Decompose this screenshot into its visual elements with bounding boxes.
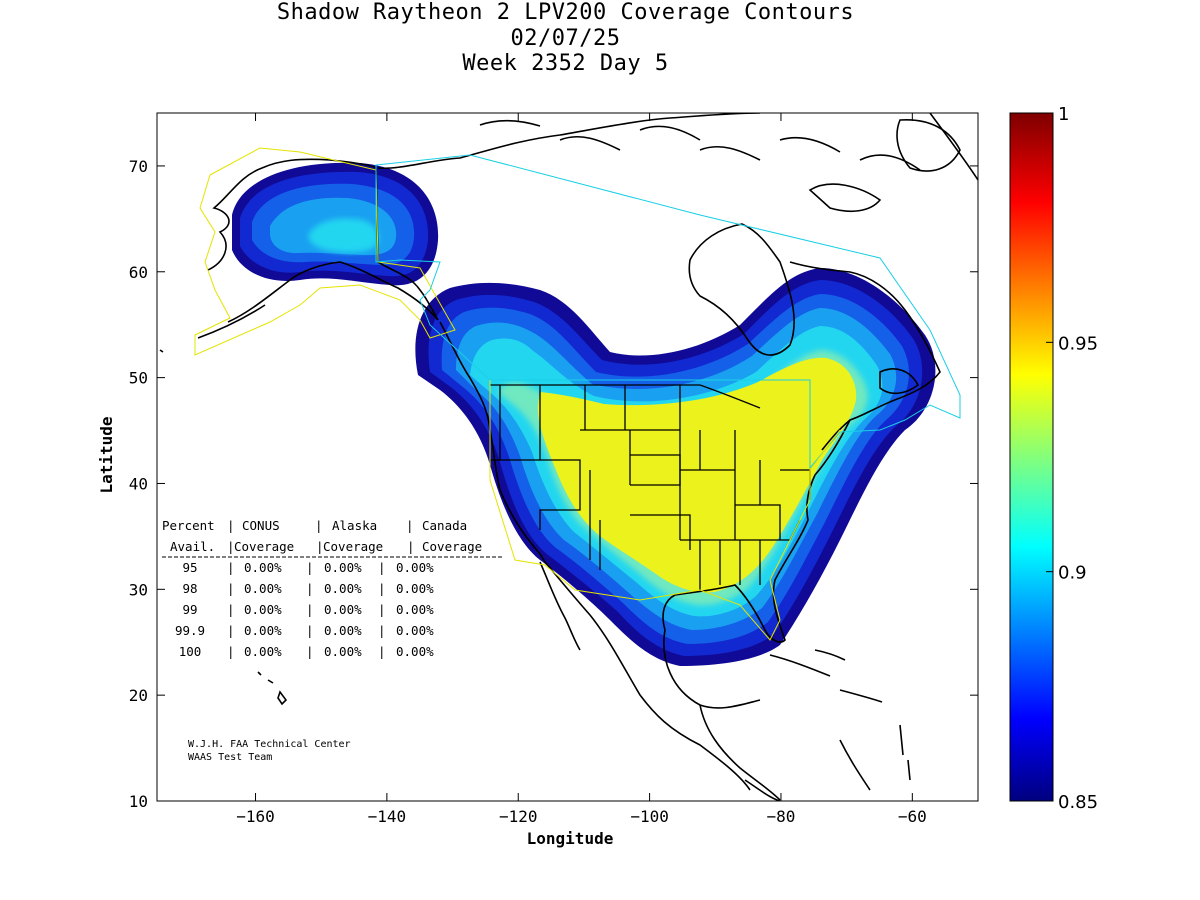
y-tick-label: 50: [129, 369, 148, 388]
coverage-layers: [232, 162, 936, 666]
table-sep: |: [227, 518, 235, 533]
table-row: 99 | 0.00% | 0.00% | 0.00%: [182, 602, 434, 617]
table-sep: |: [316, 539, 324, 554]
table-sep: |: [378, 560, 386, 575]
table-cell-canada: 0.00%: [396, 581, 434, 596]
state-borders: [490, 384, 811, 590]
y-tick-label: 70: [129, 157, 148, 176]
x-tick-label: −80: [767, 807, 796, 826]
chart-title-week: Week 2352 Day 5: [462, 51, 669, 76]
table-sep: |: [407, 539, 415, 554]
table-header-canada: Canada: [422, 518, 467, 533]
region-boundaries: [194, 147, 961, 641]
table-cell-conus: 0.00%: [244, 560, 282, 575]
table-sep: |: [227, 539, 235, 554]
table-cell-alaska: 0.00%: [324, 602, 362, 617]
x-tick-label: −100: [630, 807, 669, 826]
colorbar-tick-label: 0.9: [1058, 563, 1087, 584]
table-cell-alaska: 0.00%: [324, 560, 362, 575]
table-sep: |: [227, 644, 235, 659]
y-tick-label: 30: [129, 580, 148, 599]
table-sep: |: [378, 623, 386, 638]
table-sep: |: [378, 602, 386, 617]
y-axis-label: Latitude: [97, 416, 116, 493]
table-subheader-alaska: Coverage: [323, 539, 383, 554]
table-row: 99.9 | 0.00% | 0.00% | 0.00%: [175, 623, 434, 638]
table-sep: |: [306, 602, 314, 617]
coastlines: [159, 113, 978, 801]
table-cell-alaska: 0.00%: [324, 581, 362, 596]
table-rows: 95 | 0.00% | 0.00% | 0.00% 98 | 0.00% | 0.00% | 0.00%…: [175, 560, 434, 659]
table-row: 98 | 0.00% | 0.00% | 0.00%: [182, 581, 434, 596]
table-cell-canada: 0.00%: [396, 623, 434, 638]
y-tick-label: 60: [129, 263, 148, 282]
y-tick-label: 10: [129, 792, 148, 811]
chart-title-line1: Shadow Raytheon 2 LPV200 Coverage Contou…: [276, 0, 855, 25]
credit-line2: WAAS Test Team: [188, 752, 272, 763]
x-tick-label: −120: [499, 807, 538, 826]
colorbar: [1009, 112, 1054, 802]
table-row: 95 | 0.00% | 0.00% | 0.00%: [182, 560, 434, 575]
table-sep: |: [406, 518, 414, 533]
table-header-percent: Percent: [162, 518, 215, 533]
x-axis-label: Longitude: [527, 829, 614, 848]
table-row: 100 | 0.00% | 0.00% | 0.00%: [179, 644, 434, 659]
alaska-coverage: [232, 162, 439, 286]
credit-line1: W.J.H. FAA Technical Center: [188, 739, 351, 750]
table-sep: |: [306, 623, 314, 638]
x-tick-label: −60: [898, 807, 927, 826]
table-cell-conus: 0.00%: [244, 644, 282, 659]
y-tick-label: 40: [129, 474, 148, 493]
x-tick-label: −160: [236, 807, 275, 826]
table-cell-alaska: 0.00%: [324, 644, 362, 659]
table-cell-percent: 98: [182, 581, 197, 596]
colorbar-tick-label: 0.85: [1058, 792, 1098, 813]
table-subheader-avail: Avail.: [170, 539, 215, 554]
x-axis-ticks: −160 −140 −120 −100 −80 −60: [236, 113, 927, 826]
table-cell-percent: 99: [182, 602, 197, 617]
x-tick-label: −140: [368, 807, 407, 826]
table-subheader-canada: Coverage: [422, 539, 482, 554]
y-axis-ticks: 10 20 30 40 50 60 70: [129, 157, 978, 811]
chart-title-date: 02/07/25: [510, 26, 621, 51]
table-sep: |: [306, 644, 314, 659]
colorbar-tick-label: 1: [1058, 104, 1069, 125]
table-cell-alaska: 0.00%: [324, 623, 362, 638]
table-sep: |: [227, 602, 235, 617]
table-cell-percent: 99.9: [175, 623, 205, 638]
table-cell-canada: 0.00%: [396, 560, 434, 575]
table-sep: |: [306, 560, 314, 575]
table-cell-percent: 100: [179, 644, 202, 659]
colorbar-ticks: 0.85 0.9 0.95 1: [1046, 104, 1098, 813]
table-cell-conus: 0.00%: [244, 581, 282, 596]
y-tick-label: 20: [129, 686, 148, 705]
table-sep: |: [306, 581, 314, 596]
table-cell-conus: 0.00%: [244, 602, 282, 617]
table-cell-percent: 95: [182, 560, 197, 575]
table-cell-canada: 0.00%: [396, 644, 434, 659]
table-sep: |: [378, 644, 386, 659]
table-cell-conus: 0.00%: [244, 623, 282, 638]
table-header-conus: CONUS: [242, 518, 280, 533]
table-sep: |: [227, 581, 235, 596]
table-header-alaska: Alaska: [332, 518, 377, 533]
table-sep: |: [315, 518, 323, 533]
table-cell-canada: 0.00%: [396, 602, 434, 617]
table-sep: |: [227, 560, 235, 575]
plot-frame: [156, 112, 979, 802]
table-subheader-conus: Coverage: [234, 539, 294, 554]
colorbar-tick-label: 0.95: [1058, 333, 1098, 354]
table-sep: |: [378, 581, 386, 596]
coverage-table: Percent | CONUS | Alaska | Canada Avail.…: [162, 518, 502, 659]
table-sep: |: [227, 623, 235, 638]
conus-coverage: [415, 268, 936, 666]
